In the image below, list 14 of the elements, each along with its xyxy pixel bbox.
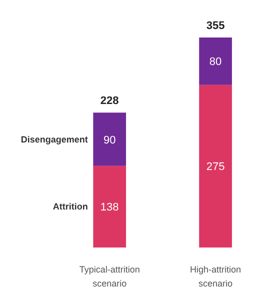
data-label: 138 xyxy=(100,202,119,214)
total-label: 228 xyxy=(100,95,119,108)
bar xyxy=(93,112,126,166)
x-tick-label: High-attrition scenario xyxy=(190,264,242,288)
data-label: 275 xyxy=(206,161,225,174)
data-label: 90 xyxy=(103,134,116,146)
bar xyxy=(199,37,232,85)
series-label: Attrition xyxy=(52,202,88,212)
bar xyxy=(93,166,126,248)
x-tick-label: Typical-attrition scenario xyxy=(79,264,140,288)
total-label: 355 xyxy=(206,20,225,32)
series-label: Disengagement xyxy=(20,134,88,144)
data-label: 80 xyxy=(209,56,222,68)
bar xyxy=(199,84,232,248)
